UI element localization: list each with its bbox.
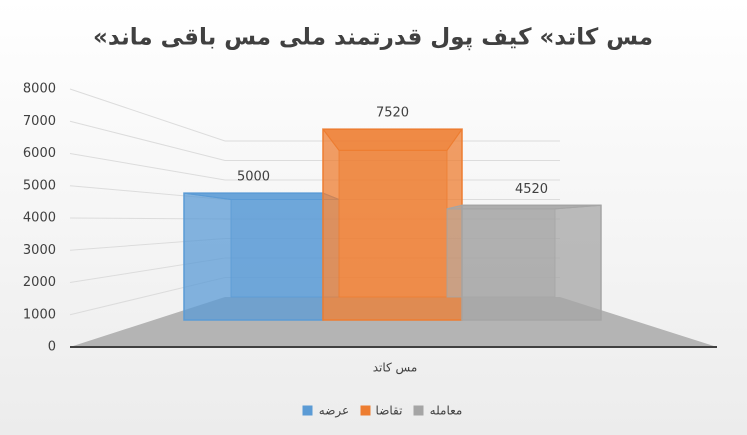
y-tick-label: 0 — [48, 340, 56, 355]
legend-label: عرضه — [319, 404, 349, 419]
bar — [461, 204, 602, 321]
bar-edge — [322, 128, 340, 151]
bar-edge — [446, 204, 463, 210]
y-tick-label: 8000 — [23, 82, 56, 97]
legend-swatch — [360, 405, 371, 416]
data-label: 4520 — [515, 182, 548, 197]
legend-swatch — [413, 405, 424, 416]
chart-title: «مس کاتد» کیف پول قدرتمند ملی مس باقی ما… — [93, 25, 653, 51]
x-tick-label: مس کاتد — [373, 361, 418, 376]
bar — [183, 192, 324, 321]
bar-edge — [554, 204, 602, 210]
y-tick-label: 6000 — [23, 146, 56, 161]
y-tick-label: 7000 — [23, 114, 56, 129]
legend-label: معامله — [430, 404, 463, 418]
bar-edge — [183, 192, 232, 200]
y-tick-label: 3000 — [23, 243, 56, 258]
data-label: 5000 — [237, 170, 270, 185]
legend-swatch — [302, 405, 313, 416]
y-tick-label: 5000 — [23, 178, 56, 193]
y-tick-label: 1000 — [23, 307, 56, 322]
y-tick-label: 4000 — [23, 211, 56, 226]
bar-edge — [446, 128, 463, 151]
y-tick-label: 2000 — [23, 275, 56, 290]
data-label: 7520 — [376, 106, 409, 121]
legend-label: تقاضا — [376, 404, 403, 418]
bar — [322, 128, 463, 321]
